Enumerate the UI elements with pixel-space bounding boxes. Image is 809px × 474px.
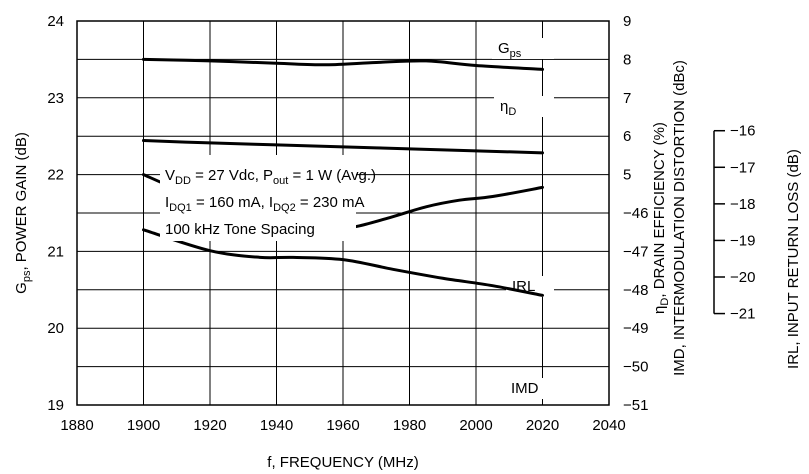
x-tick-label: 1880 <box>60 417 93 434</box>
right-tick-label: 7 <box>623 90 631 107</box>
x-tick-label: 2000 <box>459 417 492 434</box>
x-axis-title: f, FREQUENCY (MHz) <box>267 454 418 471</box>
x-tick-label: 1940 <box>260 417 293 434</box>
left-axis-title: Gps, POWER GAIN (dB) <box>13 132 33 294</box>
series-label-4: IMD <box>511 380 539 397</box>
series-label-bg <box>505 378 559 399</box>
irl-tick-label: −20 <box>730 269 755 286</box>
series-label-bg <box>492 38 554 59</box>
x-tick-label: 1920 <box>193 417 226 434</box>
left-tick-label: 23 <box>47 90 64 107</box>
left-tick-label: 24 <box>47 13 64 30</box>
annotation-line: 100 kHz Tone Spacing <box>165 221 315 238</box>
left-tick-label: 20 <box>47 320 64 337</box>
right-tick-label: −47 <box>623 243 648 260</box>
annotation-background <box>160 155 356 241</box>
irl-tick-label: −18 <box>730 196 755 213</box>
left-tick-label: 19 <box>47 397 64 414</box>
right-tick-label: −49 <box>623 320 648 337</box>
right-tick-label: −46 <box>623 205 648 222</box>
x-tick-label: 1980 <box>393 417 426 434</box>
series-label-2: ηD <box>500 98 516 118</box>
x-tick-label: 1960 <box>326 417 359 434</box>
axis-labels: 1880 1900 1920 1940 1960 1980 2000 2020 20402423… <box>13 13 802 471</box>
series-label-1: Gps <box>498 40 522 60</box>
irl-tick-label: −21 <box>730 306 755 323</box>
right-tick-label: −51 <box>623 397 648 414</box>
irl-tick-label: −16 <box>730 123 755 140</box>
series-label-bg <box>494 96 554 117</box>
irl-tick-label: −19 <box>730 232 755 249</box>
x-tick-label: 2040 <box>592 417 625 434</box>
left-tick-label: 21 <box>47 243 64 260</box>
series-line-4 <box>142 228 544 297</box>
right-tick-label: 9 <box>623 13 631 30</box>
annotation-line: VDD = 27 Vdc, Pout = 1 W (Avg.) <box>165 167 376 187</box>
x-tick-label: 2020 <box>526 417 559 434</box>
plot-frame <box>76 20 610 406</box>
right-tick-label: 5 <box>623 167 631 184</box>
annotations: VDD = 27 Vdc, Pout = 1 W (Avg.) IDQ1 = 16… <box>160 155 376 241</box>
right-tick-label: 8 <box>623 51 631 68</box>
series-line-2 <box>142 139 544 155</box>
left-tick-label: 22 <box>47 167 64 184</box>
right-axis-title-line1: ηD, DRAIN EFFICIENCY (%) <box>651 122 671 314</box>
right-axis-title-line2: IMD, INTERMODULATION DISTORTION (dBc) <box>671 60 688 376</box>
x-tick-label: 1900 <box>127 417 160 434</box>
right-tick-label: 6 <box>623 128 631 145</box>
right-tick-label: −48 <box>623 282 648 299</box>
right-tick-label: −50 <box>623 359 648 376</box>
annotation-line: IDQ1 = 160 mA, IDQ2 = 230 mA <box>165 194 365 214</box>
irl-tick-label: −17 <box>730 159 755 176</box>
series-line-1 <box>142 57 544 71</box>
far-right-axis-title: IRL, INPUT RETURN LOSS (dB) <box>785 149 802 369</box>
